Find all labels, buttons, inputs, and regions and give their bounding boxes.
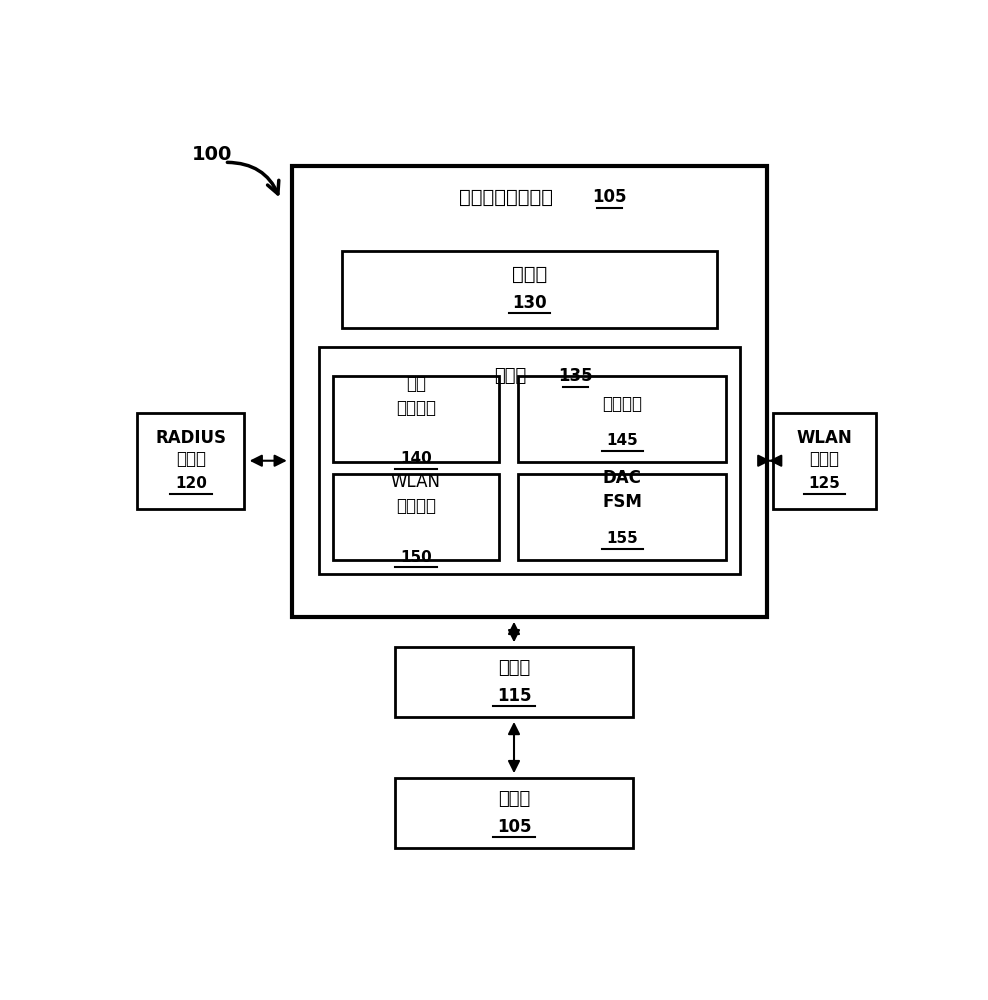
Text: 100: 100	[192, 145, 232, 164]
Text: 140: 140	[400, 451, 432, 466]
Text: WLAN: WLAN	[796, 429, 853, 447]
Text: 130: 130	[512, 294, 546, 312]
Text: 客户端: 客户端	[498, 790, 531, 808]
Text: 105: 105	[497, 818, 532, 836]
Text: 认证模块: 认证模块	[603, 395, 642, 413]
Bar	[519, 376, 726, 462]
Text: 105: 105	[593, 188, 627, 206]
Text: 115: 115	[497, 687, 532, 705]
Text: 120: 120	[175, 476, 206, 491]
Text: RADIUS: RADIUS	[155, 429, 226, 447]
Text: 150: 150	[400, 550, 432, 565]
Text: 处理器: 处理器	[512, 264, 547, 284]
Bar	[292, 166, 767, 617]
Text: 外部强制门户设备: 外部强制门户设备	[459, 188, 553, 207]
Text: 存储器: 存储器	[494, 367, 527, 385]
Bar	[342, 251, 717, 328]
Text: WLAN
会话模块: WLAN 会话模块	[391, 473, 441, 515]
Bar	[519, 474, 726, 560]
Bar	[773, 413, 876, 509]
Text: 接入点: 接入点	[498, 659, 531, 677]
Text: 155: 155	[607, 531, 638, 546]
Text: 服务器: 服务器	[176, 450, 206, 468]
Text: 135: 135	[558, 367, 593, 385]
Bar	[137, 413, 244, 509]
Text: DAC
FSM: DAC FSM	[603, 469, 642, 511]
Text: 控制器: 控制器	[809, 450, 840, 468]
Text: 125: 125	[808, 476, 841, 491]
Text: 强制
门户模块: 强制 门户模块	[396, 375, 436, 417]
Bar	[319, 347, 740, 574]
Text: 145: 145	[607, 433, 638, 448]
Bar	[333, 376, 499, 462]
Bar	[395, 778, 632, 848]
Bar	[333, 474, 499, 560]
Bar	[395, 647, 632, 717]
